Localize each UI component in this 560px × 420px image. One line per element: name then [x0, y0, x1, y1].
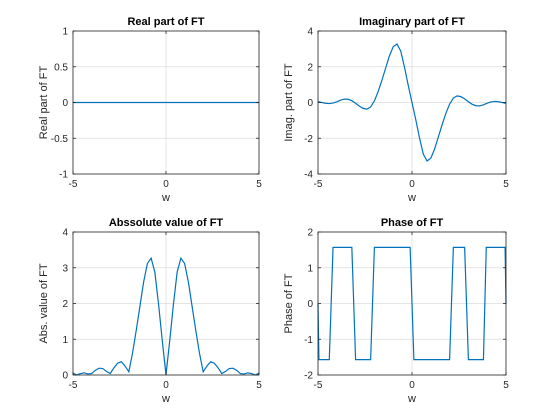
- subplot-title: Phase of FT: [381, 217, 444, 229]
- subplot-4: -5 0 5 -2 -1 0 1 2 Phase of FT w Phase of FT: [283, 217, 509, 405]
- subplot-1: -5 0 5 -1 -0.5 0 0.5 1 Real part of FT w Real part…: [38, 16, 262, 204]
- y-tick-label: 2: [307, 62, 313, 73]
- y-tick-label: -4: [304, 170, 313, 181]
- y-tick-label: 0: [62, 371, 68, 382]
- x-tick-label: 5: [503, 179, 509, 190]
- y-axis-label: Real part of FT: [38, 66, 50, 140]
- x-tick-label: 0: [163, 179, 169, 190]
- x-tick-label: 0: [409, 179, 415, 190]
- y-tick-label: -0.5: [51, 134, 69, 145]
- y-tick-label: 0: [62, 98, 68, 109]
- y-tick-label: 0.5: [54, 62, 68, 73]
- series-line: [317, 246, 507, 361]
- y-axis-label: Abs. value of FT: [38, 263, 50, 343]
- y-tick-label: 0: [307, 98, 313, 109]
- subplot-title: Abssolute value of FT: [109, 217, 224, 229]
- x-tick-label: -5: [314, 380, 323, 391]
- subplot-2: -5 0 5 -4 -2 0 2 4 Imaginary part of FT w Imag. pa…: [283, 16, 509, 204]
- y-tick-label: -1: [59, 170, 68, 181]
- x-tick-label: -5: [314, 179, 323, 190]
- x-axis-label: w: [161, 393, 170, 405]
- y-tick-label: -2: [304, 371, 313, 382]
- y-tick-label: 3: [62, 263, 68, 274]
- y-tick-label: 4: [307, 27, 313, 38]
- y-tick-label: -1: [304, 335, 313, 346]
- subplot-title: Real part of FT: [127, 16, 204, 28]
- series-line: [317, 43, 507, 162]
- y-tick-label: 2: [62, 299, 68, 310]
- y-tick-label: 4: [62, 228, 68, 239]
- y-tick-label: 1: [62, 335, 68, 346]
- y-tick-label: 1: [307, 263, 313, 274]
- y-tick-label: 0: [307, 299, 313, 310]
- x-tick-label: 0: [409, 380, 415, 391]
- x-tick-label: -5: [69, 179, 78, 190]
- x-axis-label: w: [407, 393, 416, 405]
- x-axis-label: w: [407, 192, 416, 204]
- y-axis-label: Phase of FT: [283, 273, 295, 333]
- x-axis-label: w: [161, 192, 170, 204]
- x-tick-label: 5: [256, 179, 262, 190]
- y-tick-label: 2: [307, 228, 313, 239]
- subplot-title: Imaginary part of FT: [359, 16, 465, 28]
- x-tick-label: 0: [163, 380, 169, 391]
- y-axis-label: Imag. part of FT: [283, 63, 295, 142]
- y-tick-label: 1: [62, 27, 68, 38]
- x-tick-label: 5: [256, 380, 262, 391]
- x-tick-label: -5: [69, 380, 78, 391]
- x-tick-label: 5: [503, 380, 509, 391]
- y-tick-label: -2: [304, 134, 313, 145]
